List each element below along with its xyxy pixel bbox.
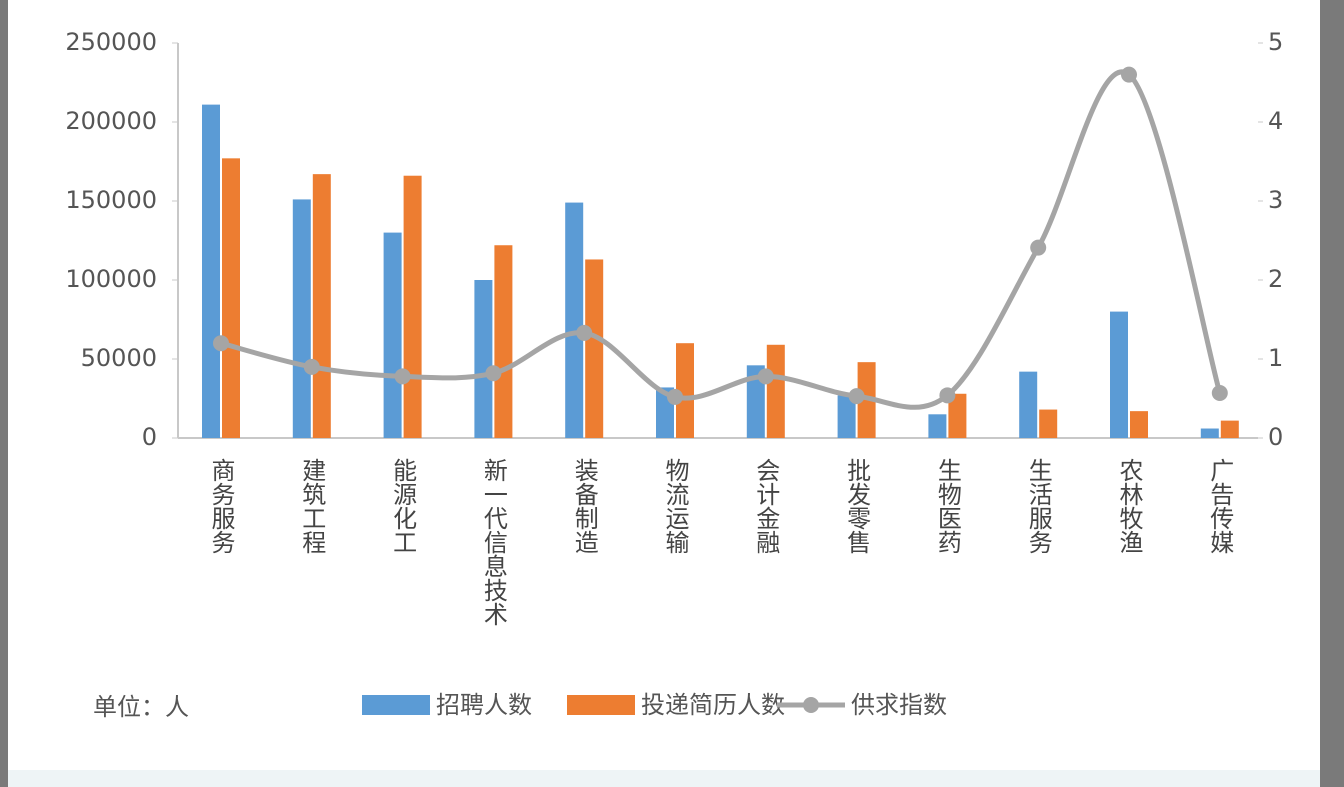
- bar: [494, 245, 513, 438]
- x-tick-label: 农林牧渔: [1115, 458, 1143, 554]
- line-marker: [485, 365, 502, 382]
- x-tick-label: 新一代信息技术: [479, 458, 507, 626]
- bar: [403, 175, 422, 438]
- y2-tick-label: 1: [1268, 344, 1283, 372]
- line-marker: [667, 388, 683, 405]
- bar: [1130, 411, 1148, 438]
- line-marker: [848, 388, 865, 405]
- bar: [383, 232, 402, 438]
- x-tick-label: 能源化工: [389, 458, 417, 554]
- line-marker: [394, 368, 411, 385]
- legend-marker: [803, 697, 819, 713]
- line-marker: [939, 387, 956, 404]
- x-tick-label: 装备制造: [570, 458, 598, 554]
- y-tick-label: 50000: [81, 344, 157, 372]
- bar: [928, 414, 947, 438]
- line-marker: [1211, 384, 1228, 401]
- bar: [676, 343, 694, 438]
- bar: [312, 174, 331, 438]
- bar: [474, 280, 493, 438]
- bar: [585, 259, 604, 438]
- bar: [292, 199, 311, 438]
- bar: [202, 104, 220, 439]
- y2-tick-label: 0: [1268, 423, 1283, 451]
- x-tick-label: 会计金融: [752, 458, 780, 554]
- y-tick-label: 150000: [65, 186, 157, 214]
- footer-strip: [8, 770, 1320, 787]
- unit-note: 单位：人: [93, 693, 189, 721]
- legend-label: 招聘人数: [436, 691, 532, 719]
- x-tick-label: 广告传媒: [1206, 458, 1234, 554]
- legend-label: 供求指数: [851, 691, 947, 719]
- y-tick-label: 100000: [65, 265, 157, 293]
- bar: [1019, 371, 1038, 438]
- y2-tick-label: 5: [1268, 28, 1283, 56]
- bar: [222, 158, 240, 438]
- bar: [837, 395, 856, 438]
- bar: [565, 202, 584, 438]
- legend-label: 投递简历人数: [641, 691, 785, 719]
- x-tick-label: 生物医药: [933, 458, 961, 554]
- x-tick-label: 生活服务: [1024, 458, 1052, 554]
- y-tick-label: 0: [142, 423, 157, 451]
- y-tick-label: 200000: [65, 107, 157, 135]
- legend-swatch: [567, 695, 635, 715]
- bar: [746, 365, 765, 438]
- line-marker: [1121, 66, 1137, 83]
- bar: [1220, 420, 1239, 438]
- bar: [948, 393, 967, 438]
- y-tick-label: 250000: [65, 28, 157, 56]
- y2-tick-label: 3: [1268, 186, 1283, 214]
- bar: [1110, 311, 1128, 438]
- bar: [766, 344, 785, 438]
- x-tick-label: 建筑工程: [298, 458, 326, 554]
- line-marker: [1030, 239, 1047, 256]
- bar: [1200, 428, 1219, 438]
- x-tick-label: 批发零售: [843, 458, 871, 554]
- line-marker: [576, 324, 593, 341]
- line-marker: [303, 358, 320, 375]
- x-tick-label: 物流运输: [661, 458, 689, 554]
- y2-tick-label: 4: [1268, 107, 1283, 135]
- bar: [1039, 409, 1058, 438]
- line-marker: [757, 368, 774, 385]
- y2-tick-label: 2: [1268, 265, 1283, 293]
- line: [220, 69, 1223, 410]
- x-tick-label: 商务服务: [207, 458, 235, 554]
- line-marker: [213, 335, 229, 352]
- legend-swatch: [362, 695, 430, 715]
